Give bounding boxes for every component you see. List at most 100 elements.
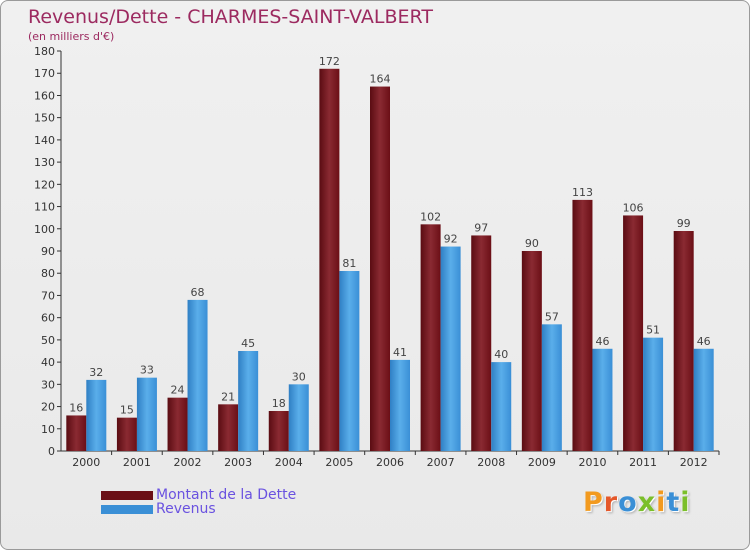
bar-revenus	[288, 384, 309, 451]
value-label: 30	[292, 370, 306, 383]
x-tick-label: 2011	[629, 456, 657, 469]
bar-dette	[623, 215, 644, 451]
bar-dette	[319, 68, 340, 452]
value-label: 81	[342, 257, 356, 270]
bar-revenus	[187, 299, 208, 451]
bar-revenus	[86, 379, 107, 451]
bar-revenus	[693, 348, 714, 451]
value-label: 102	[420, 210, 441, 223]
bar-revenus	[339, 271, 360, 451]
bar-revenus	[541, 324, 562, 451]
bar-dette	[66, 415, 87, 451]
y-tick-label: 60	[41, 312, 55, 325]
bar-dette	[370, 86, 390, 452]
x-tick-label: 2012	[680, 456, 708, 469]
bar-dette	[521, 251, 542, 451]
bar-dette	[167, 397, 188, 451]
y-tick-label: 150	[34, 112, 55, 125]
y-tick-label: 140	[34, 134, 55, 147]
x-tick-label: 2009	[528, 456, 556, 469]
legend-label-dette: Montant de la Dette	[156, 487, 297, 503]
x-tick-label: 2004	[275, 456, 303, 469]
value-label: 172	[319, 55, 340, 68]
x-tick-label: 2003	[224, 456, 252, 469]
y-tick-label: 170	[34, 67, 55, 80]
y-tick-label: 110	[34, 201, 55, 214]
y-tick-label: 10	[41, 423, 55, 436]
x-axis: 2000 2001 2002 2003 2004 2005 2006 2007 2008 2009…	[61, 450, 720, 469]
bar-revenus	[440, 246, 461, 451]
bar-dette	[572, 199, 593, 451]
chart-subtitle: (en milliers d'€)	[28, 30, 115, 43]
bars-group	[66, 68, 714, 452]
value-label: 99	[677, 217, 691, 230]
value-label: 68	[191, 286, 205, 299]
bar-dette	[471, 235, 492, 451]
bar-dette	[673, 231, 694, 451]
chart-title: Revenus/Dette - CHARMES-SAINT-VALBERT	[28, 6, 433, 28]
value-label: 15	[120, 404, 134, 417]
bar-dette	[116, 417, 137, 451]
y-tick-label: 70	[41, 289, 55, 302]
bar-revenus	[643, 337, 664, 451]
value-label: 164	[370, 73, 391, 86]
proxiti-logo: Proxiti	[583, 487, 691, 518]
value-label: 106	[623, 201, 644, 214]
logo-letter: r	[603, 487, 619, 518]
x-tick-label: 2006	[376, 456, 404, 469]
value-label: 18	[272, 397, 286, 410]
value-label: 90	[525, 237, 539, 250]
bar-dette	[268, 411, 289, 451]
y-tick-label: 50	[41, 334, 55, 347]
value-label: 57	[545, 310, 559, 323]
x-tick-label: 2000	[72, 456, 100, 469]
x-tick-label: 2001	[123, 456, 151, 469]
bar-revenus	[238, 351, 259, 451]
legend-swatch-dette	[101, 490, 153, 500]
value-label: 24	[171, 384, 185, 397]
y-tick-label: 40	[41, 356, 55, 369]
legend-item-dette: Montant de la Dette	[101, 487, 296, 503]
value-label: 45	[241, 337, 255, 350]
logo-letter: o	[618, 487, 638, 518]
legend-item-revenus: Revenus	[101, 501, 216, 517]
value-label: 97	[474, 221, 488, 234]
logo-letter: x	[637, 487, 657, 518]
logo-letter: t	[666, 487, 681, 518]
logo-letter: i	[656, 487, 667, 518]
x-tick-label: 2005	[325, 456, 353, 469]
legend-swatch-revenus	[101, 504, 153, 514]
y-tick-label: 160	[34, 89, 55, 102]
y-tick-label: 120	[34, 178, 55, 191]
x-tick-label: 2010	[578, 456, 606, 469]
y-tick-label: 30	[41, 378, 55, 391]
y-tick-label: 130	[34, 156, 55, 169]
value-label: 33	[140, 364, 154, 377]
y-tick-label: 0	[48, 445, 55, 458]
bar-dette	[420, 224, 441, 451]
y-tick-label: 100	[34, 223, 55, 236]
bar-revenus	[390, 359, 410, 451]
bar-dette	[218, 404, 239, 451]
y-tick-label: 20	[41, 401, 55, 414]
x-tick-label: 2007	[427, 456, 455, 469]
logo-letter: P	[583, 487, 604, 518]
bar-revenus	[491, 362, 512, 451]
y-axis: 0 10 20 30 40 50 60 70 80 90 100 110 120 130 140 150 160…	[34, 45, 62, 458]
value-label: 92	[444, 233, 458, 246]
y-tick-label: 180	[34, 45, 55, 58]
legend-label-revenus: Revenus	[156, 501, 216, 517]
bar-revenus	[592, 348, 613, 451]
y-tick-label: 90	[41, 245, 55, 258]
value-label: 21	[221, 390, 235, 403]
x-tick-label: 2008	[477, 456, 505, 469]
value-label: 41	[393, 346, 407, 359]
value-label: 40	[494, 348, 508, 361]
value-label: 113	[572, 186, 593, 199]
value-label: 16	[69, 401, 83, 414]
value-label: 46	[595, 335, 609, 348]
value-label: 46	[697, 335, 711, 348]
